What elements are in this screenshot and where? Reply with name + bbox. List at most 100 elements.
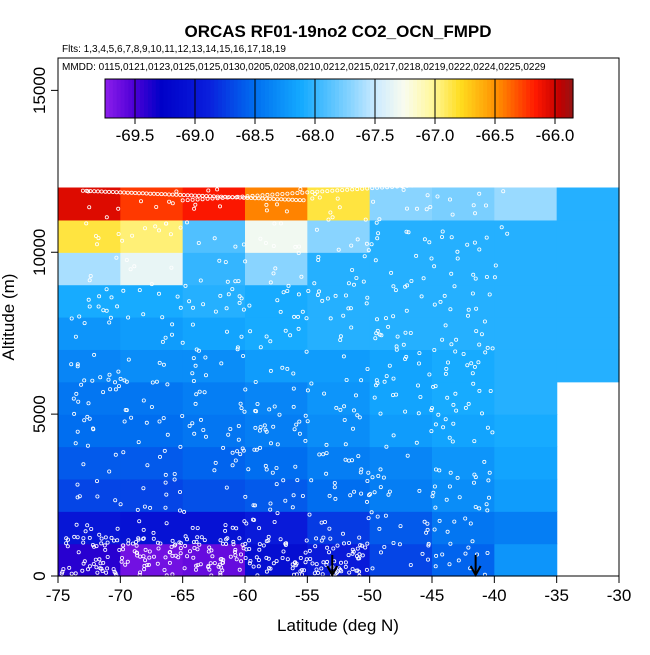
colorbar-segment [518,79,523,118]
obs-point [386,492,391,497]
obs-point [215,196,220,201]
obs-point [154,204,159,209]
obs-point [193,193,198,198]
obs-point [485,551,490,556]
colorbar-segment [545,79,551,118]
obs-point [248,559,253,564]
colorbar-segment [506,79,512,118]
obs-point [142,226,147,231]
obs-point [228,554,233,559]
obs-point [470,291,475,296]
y-axis: 0 5000 10000 15000 [30,67,58,581]
heatmap-cell [58,414,121,448]
flights-line: Flts: 1,3,4,5,6,7,8,9,10,11,12,13,14,15,… [62,44,286,55]
obs-point [141,312,146,317]
obs-point [99,536,104,541]
arrow-marker-head [469,565,482,578]
heatmap-cell [307,414,371,448]
obs-point [239,296,244,301]
heatmap-cell [369,219,433,253]
obs-point [382,379,387,384]
obs-point [195,535,200,540]
heatmap-cell [432,446,495,480]
obs-point [94,544,99,549]
obs-point [309,478,314,483]
colorbar-frame [104,78,574,119]
obs-point [138,199,143,204]
obs-point [332,485,337,490]
obs-point [115,538,120,543]
obs-point [107,189,112,194]
colorbar-segment [249,79,254,118]
obs-point [471,480,476,485]
obs-point [236,437,241,442]
obs-point [113,380,118,385]
obs-point [114,190,119,195]
obs-point [230,195,235,200]
obs-point [97,294,102,299]
obs-point [114,255,119,260]
obs-point [443,371,448,376]
colorbar-segment [124,79,129,118]
obs-point [268,507,273,512]
obs-point [433,384,438,389]
heatmap-cell [120,349,184,383]
y-tick-label: 0 [30,571,49,580]
obs-point [271,271,276,276]
colorbar-segment [537,79,543,118]
obs-point [195,547,200,552]
heatmap-cell [245,317,308,350]
obs-point [321,560,326,565]
obs-point [254,555,259,560]
heatmap-cell [369,317,433,350]
colorbar-segment [417,79,422,118]
obs-point [304,557,309,562]
obs-point [75,429,80,434]
obs-point [130,541,135,546]
obs-point [394,344,399,349]
obs-point [163,472,168,477]
obs-point [476,360,481,365]
obs-point [116,206,121,211]
colorbar-segment [307,79,313,118]
obs-point [120,238,125,243]
obs-point [336,247,341,252]
obs-point [353,393,358,398]
obs-point [425,521,430,526]
obs-point [486,478,491,483]
obs-point [324,442,329,447]
heatmap-cell [494,381,558,415]
colorbar-segment [257,79,262,118]
obs-point [87,304,92,309]
obs-point [368,492,373,497]
obs-point [414,440,419,445]
obs-point [236,279,241,284]
obs-point [429,408,434,413]
obs-point [255,193,260,198]
colorbar-segment [510,79,516,118]
obs-point [448,541,453,546]
obs-point [126,315,131,320]
obs-point [134,543,139,548]
obs-point [370,186,375,191]
obs-point [87,278,92,283]
obs-point [377,217,382,222]
obs-point [187,423,192,428]
obs-point [299,274,304,279]
obs-point [483,203,488,208]
heatmap-cell [494,349,558,383]
obs-point [178,225,183,230]
obs-point [233,553,238,558]
obs-point [335,188,340,193]
obs-point [149,404,154,409]
obs-point [374,317,379,322]
x-axis-label: Latitude (deg N) [277,616,399,635]
obs-point [224,537,229,542]
obs-point [126,357,131,362]
obs-point [487,292,492,297]
obs-point [233,244,238,249]
obs-point [90,378,95,383]
chart-title: ORCAS RF01-19no2 CO2_OCN_FMPD [184,22,491,41]
obs-point [291,371,296,376]
obs-point [447,562,452,567]
